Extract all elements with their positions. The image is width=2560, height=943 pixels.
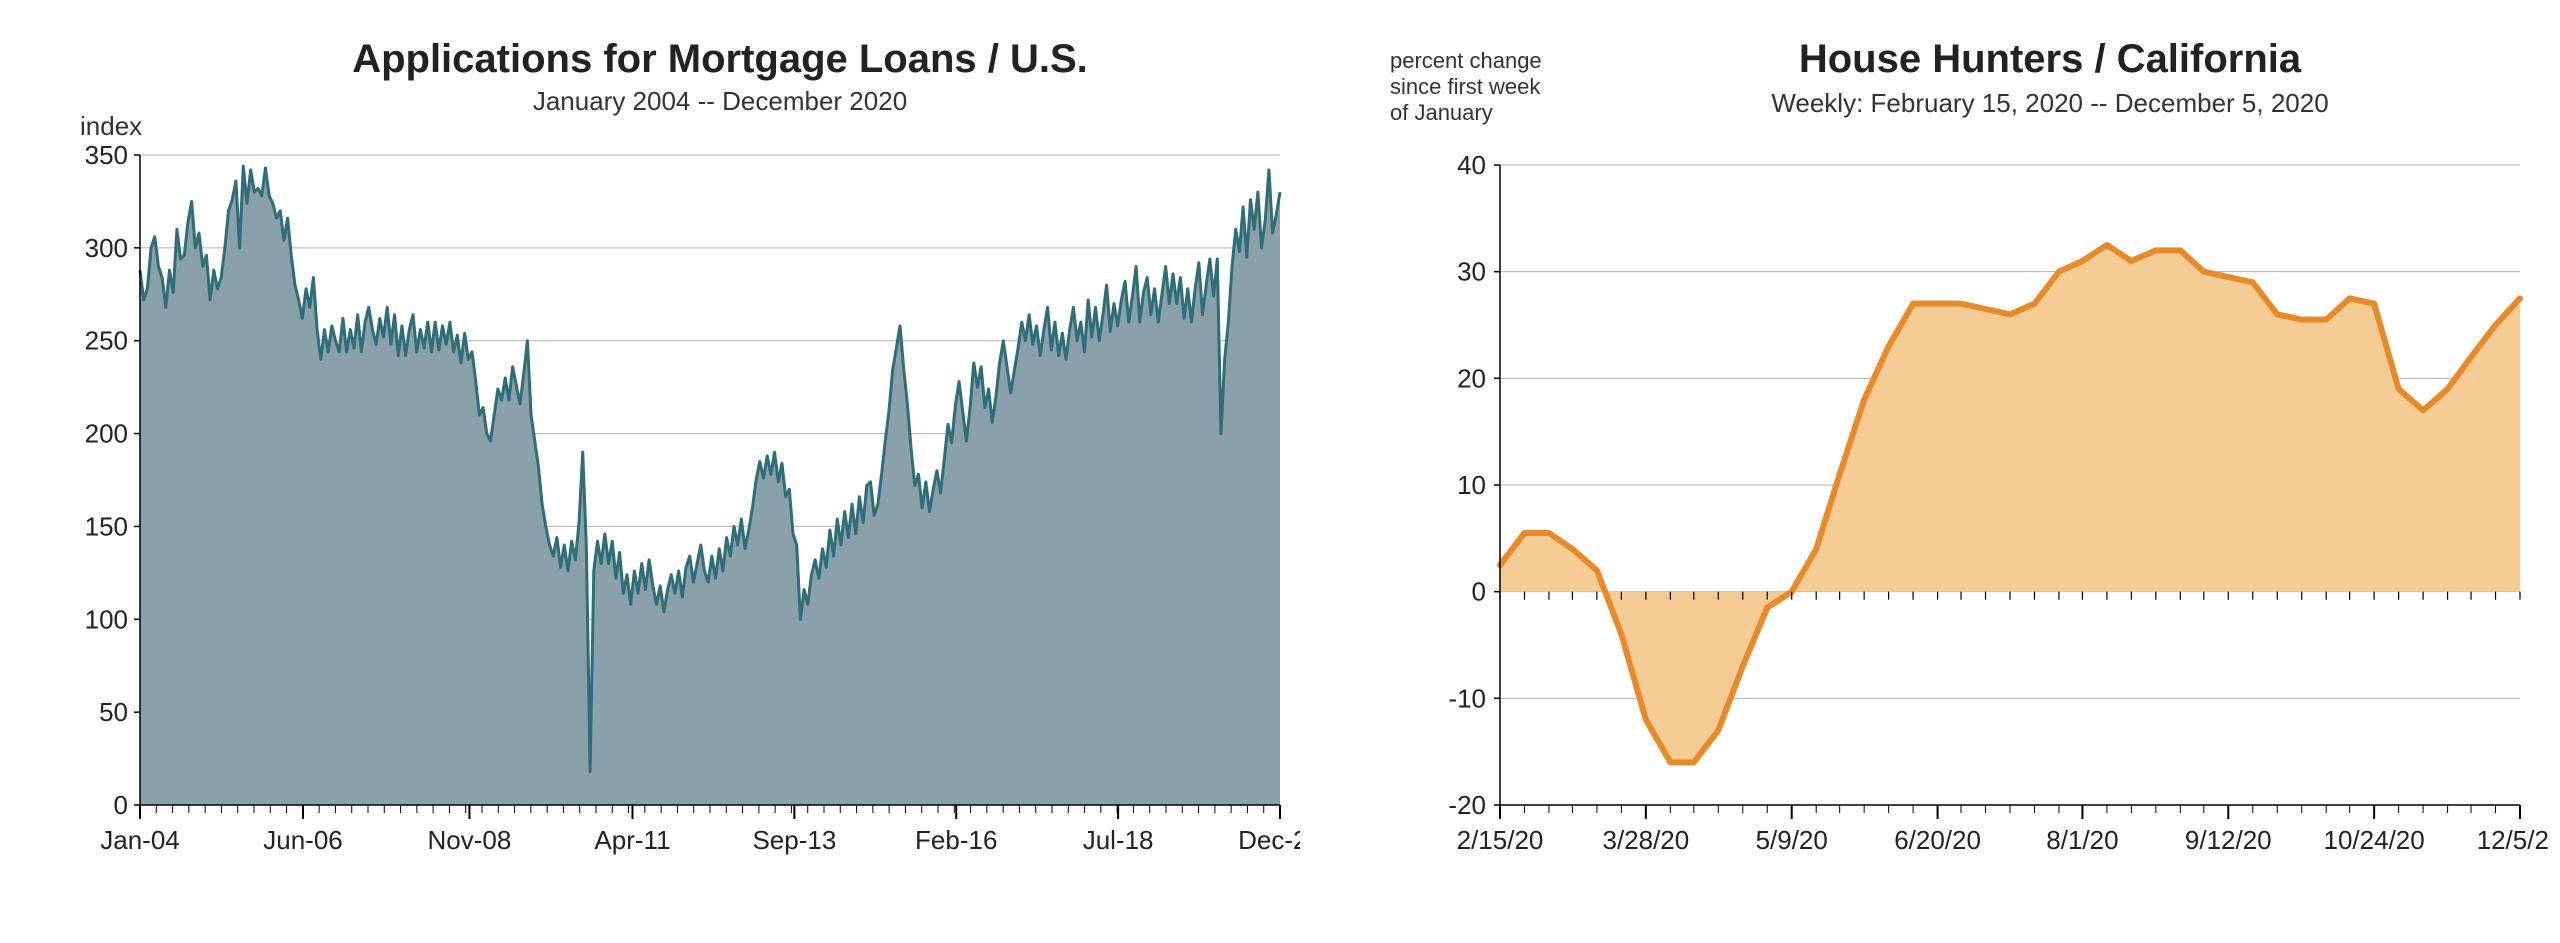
xtick-label: Feb-16 (915, 825, 997, 855)
xtick-label: Sep-13 (752, 825, 836, 855)
ytick-label: -20 (1448, 790, 1486, 820)
right-chart-ylabel-line: of January (1390, 100, 1493, 125)
ytick-label: 300 (85, 233, 128, 263)
ytick-label: -10 (1448, 683, 1486, 713)
right-chart-panel: House Hunters / California Weekly: Februa… (1360, 20, 2550, 923)
xtick-label: 10/24/20 (2324, 825, 2425, 855)
right-chart-ylabel-line: since first week (1390, 74, 1541, 99)
page-root: Applications for Mortgage Loans / U.S. Ja… (0, 0, 2560, 943)
right-chart-subtitle: Weekly: February 15, 2020 -- December 5,… (1771, 88, 2328, 118)
ytick-label: 50 (99, 697, 128, 727)
xtick-label: 5/9/20 (1756, 825, 1828, 855)
ytick-label: 30 (1457, 257, 1486, 287)
xtick-label: 9/12/20 (2185, 825, 2272, 855)
xtick-label: Jan-04 (100, 825, 180, 855)
xtick-label: Dec-20 (1238, 825, 1300, 855)
xtick-label: 3/28/20 (1602, 825, 1689, 855)
ytick-label: 250 (85, 326, 128, 356)
left-chart-title: Applications for Mortgage Loans / U.S. (352, 37, 1088, 81)
xtick-label: Jun-06 (263, 825, 343, 855)
ytick-label: 150 (85, 511, 128, 541)
ytick-label: 350 (85, 140, 128, 170)
xtick-label: Jul-18 (1083, 825, 1154, 855)
xtick-label: 6/20/20 (1894, 825, 1981, 855)
ytick-label: 10 (1457, 470, 1486, 500)
ytick-label: 0 (1472, 577, 1486, 607)
left-chart-subtitle: January 2004 -- December 2020 (533, 86, 907, 116)
ytick-label: 100 (85, 604, 128, 634)
left-chart-panel: Applications for Mortgage Loans / U.S. Ja… (30, 20, 1300, 923)
xtick-label: 12/5/20 (2477, 825, 2550, 855)
ytick-label: 20 (1457, 363, 1486, 393)
xtick-label: 2/15/20 (1457, 825, 1544, 855)
right-chart-area (1500, 245, 2520, 762)
left-chart-svg: Applications for Mortgage Loans / U.S. Ja… (30, 20, 1300, 905)
ytick-label: 0 (114, 790, 128, 820)
xtick-label: Apr-11 (594, 825, 670, 855)
right-chart-svg: House Hunters / California Weekly: Februa… (1360, 20, 2550, 905)
left-chart-ylabel: index (80, 111, 142, 141)
xtick-label: Nov-08 (428, 825, 512, 855)
ytick-label: 200 (85, 419, 128, 449)
right-chart-ylabel-line: percent change (1390, 48, 1542, 73)
ytick-label: 40 (1457, 150, 1486, 180)
xtick-label: 8/1/20 (2046, 825, 2118, 855)
left-chart-area (140, 166, 1280, 805)
right-chart-title: House Hunters / California (1799, 37, 2302, 81)
